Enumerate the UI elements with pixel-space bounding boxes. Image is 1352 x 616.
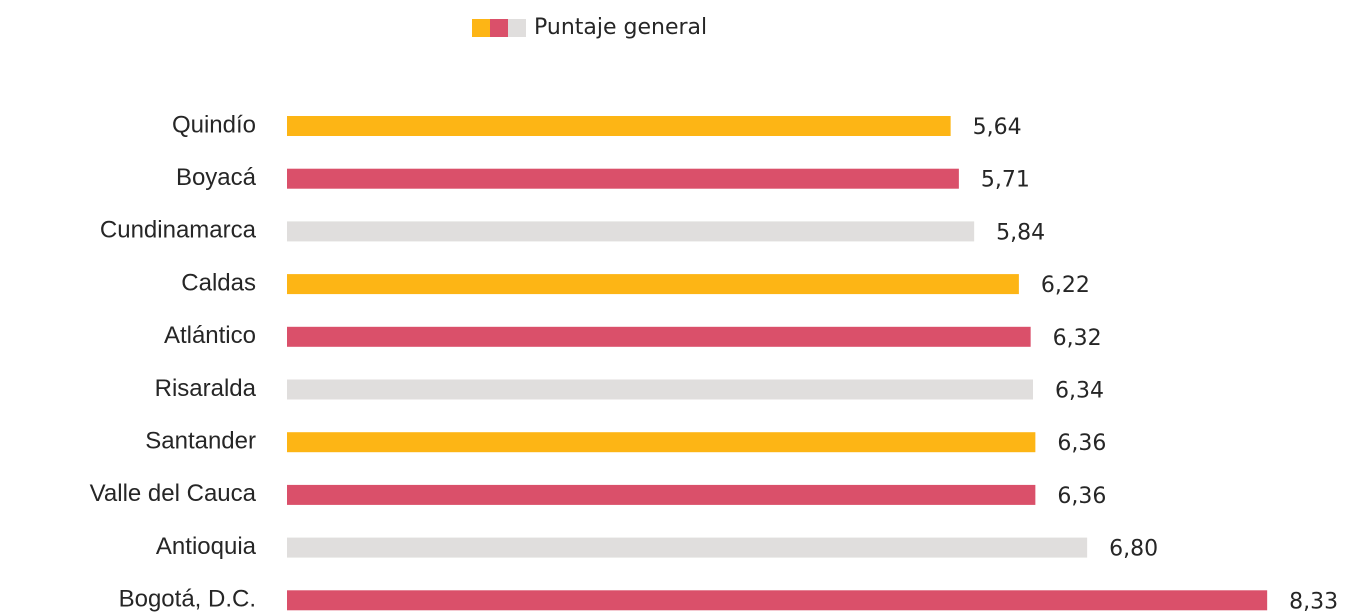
bar bbox=[287, 221, 975, 242]
legend-swatch bbox=[490, 19, 508, 37]
legend-label: Puntaje general bbox=[534, 15, 707, 40]
bar bbox=[287, 326, 1031, 347]
bar bbox=[287, 484, 1036, 505]
y-tick-label: Santander bbox=[145, 428, 256, 455]
legend-swatch bbox=[472, 19, 490, 37]
value-label: 6,80 bbox=[1109, 537, 1158, 562]
y-tick-label: Antioquia bbox=[156, 533, 257, 560]
y-tick-label: Valle del Cauca bbox=[90, 480, 257, 507]
value-label: 8,33 bbox=[1289, 589, 1338, 614]
value-label: 6,36 bbox=[1057, 431, 1106, 456]
y-tick-label: Bogotá, D.C. bbox=[119, 586, 256, 613]
value-label: 6,22 bbox=[1041, 273, 1090, 298]
bar bbox=[287, 590, 1268, 611]
bar bbox=[287, 168, 959, 189]
bar bbox=[287, 432, 1036, 453]
value-label: 5,84 bbox=[996, 220, 1045, 245]
bar bbox=[287, 116, 951, 136]
value-label: 6,36 bbox=[1057, 484, 1106, 509]
y-tick-label: Cundinamarca bbox=[100, 217, 257, 244]
value-label: 5,64 bbox=[973, 115, 1022, 140]
y-tick-label: Atlántico bbox=[164, 322, 256, 349]
bar bbox=[287, 379, 1034, 400]
legend: Puntaje general bbox=[472, 15, 707, 40]
y-tick-label: Quindío bbox=[172, 111, 256, 138]
legend-swatch bbox=[508, 19, 526, 37]
bar bbox=[287, 274, 1019, 295]
y-tick-label: Risaralda bbox=[155, 375, 257, 402]
value-label: 6,32 bbox=[1053, 326, 1102, 351]
value-label: 6,34 bbox=[1055, 379, 1104, 404]
y-tick-label: Caldas bbox=[181, 269, 256, 296]
bar bbox=[287, 537, 1088, 558]
value-label: 5,71 bbox=[981, 168, 1030, 193]
y-tick-label: Boyacá bbox=[176, 164, 257, 191]
